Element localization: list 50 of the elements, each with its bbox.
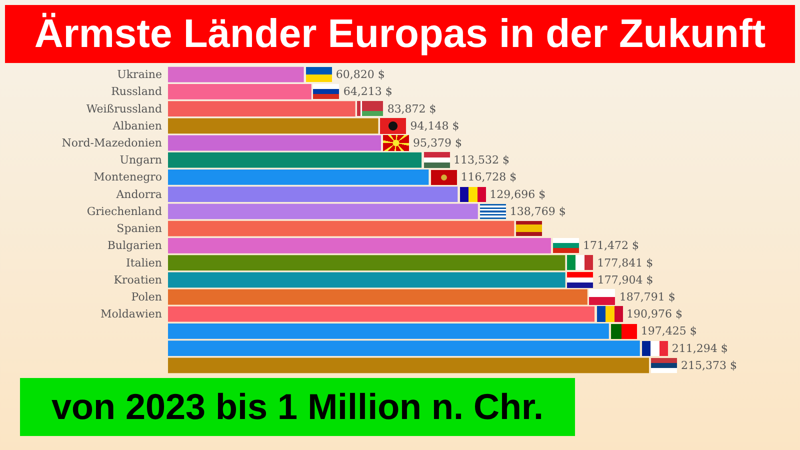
data-label: 177,904 $	[597, 273, 654, 286]
y-tick-label: Polen	[131, 290, 162, 304]
data-label: 94,148 $	[410, 119, 460, 132]
y-tick-label: Ungarn	[120, 154, 162, 167]
bar	[168, 170, 429, 185]
bar	[168, 204, 478, 220]
y-tick-label: Nord-Mazedonien	[62, 136, 162, 150]
bar	[168, 101, 356, 116]
data-label: 60,820 $	[336, 68, 385, 82]
bar	[168, 186, 458, 202]
data-label: 177,841 $	[597, 256, 654, 270]
chart-title: Ärmste Länder Europas in der Zukunft	[5, 5, 795, 63]
data-label: 113,532 $	[454, 154, 510, 167]
y-tick-label: Andorra	[115, 188, 162, 201]
bar	[168, 220, 514, 236]
bar	[168, 66, 304, 82]
y-tick-label: Russland	[111, 85, 162, 98]
y-tick-label: Griechenland	[86, 204, 162, 218]
data-label: 190,976 $	[626, 308, 682, 321]
bar	[168, 306, 595, 322]
data-label: 215,373 $	[681, 358, 737, 372]
text: von 2023 bis 1 Million n. Chr.	[20, 378, 575, 436]
data-label: 129,696 $	[490, 188, 546, 201]
y-tick-label: Albanien	[112, 119, 162, 132]
bar	[168, 135, 382, 151]
bar	[168, 84, 312, 100]
y-tick-label: Montenegro	[94, 170, 162, 184]
data-label: 171,472 $	[582, 239, 639, 252]
bar	[168, 272, 566, 288]
bar	[168, 118, 378, 134]
y-tick-label: Italien	[126, 256, 162, 270]
bar	[168, 152, 422, 168]
data-label: 116,728 $	[460, 170, 517, 184]
data-label: 197,425 $	[640, 324, 697, 338]
y-tick-label: Moldawien	[100, 308, 162, 321]
bar	[168, 255, 566, 270]
bar	[168, 289, 588, 305]
y-tick-label: Spanien	[116, 222, 162, 236]
data-label: 211,294 $	[672, 342, 728, 355]
y-tick-label: Ukraine	[117, 68, 162, 82]
data-label: 95,379 $	[413, 136, 462, 150]
y-tick-label: Bulgarien	[107, 239, 162, 252]
data-label: 83,872 $	[387, 102, 436, 116]
bar	[168, 358, 649, 374]
data-label: 64,213 $	[343, 85, 392, 98]
data-label: 138,769 $	[510, 204, 566, 218]
data-label: 187,791 $	[619, 290, 676, 304]
bar	[168, 238, 551, 254]
y-tick-label: Weißrussland	[86, 102, 162, 116]
y-tick-label: Kroatien	[114, 273, 162, 286]
